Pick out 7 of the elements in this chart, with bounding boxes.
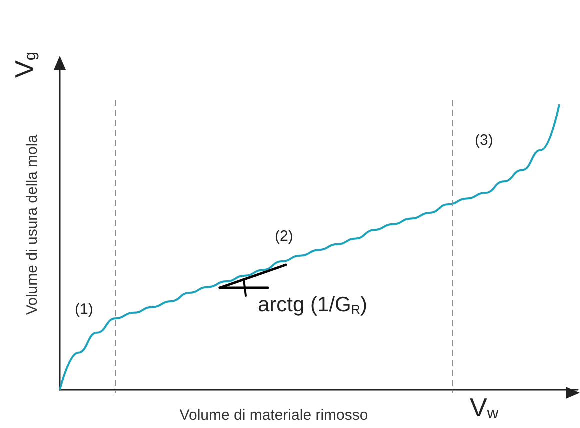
y-axis-title: Volume di usura della mola xyxy=(24,134,41,316)
annotation: (2) xyxy=(275,228,294,245)
annotation: (1) xyxy=(75,301,94,318)
text: Vw xyxy=(470,392,500,422)
annotation: (3) xyxy=(475,132,494,149)
text: Vg xyxy=(10,52,40,78)
x-axis-title: Volume di materiale rimosso xyxy=(180,407,368,424)
